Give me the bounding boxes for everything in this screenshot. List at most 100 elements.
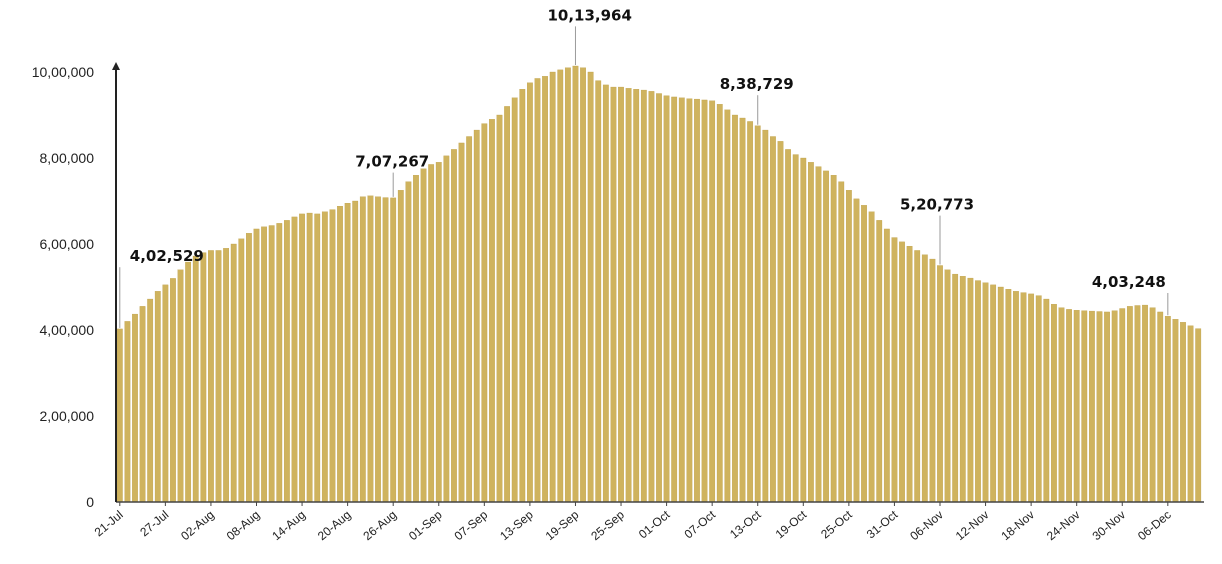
bar-28-Aug: [405, 181, 412, 503]
bar-09-Oct: [724, 109, 731, 503]
bar-undefined: [1187, 325, 1194, 503]
bar-01-Sep: [435, 162, 442, 503]
bar-03-Dec: [1142, 304, 1148, 503]
bar-24-Jul: [139, 306, 146, 503]
bar-18-Nov: [1028, 293, 1035, 503]
bar-13-Aug: [291, 216, 298, 503]
bar-23-Aug: [367, 195, 374, 503]
bar-17-Oct: [785, 149, 791, 503]
bar-04-Oct: [686, 98, 693, 503]
y-axis-arrow-icon: [112, 62, 120, 70]
bar-03-Oct: [678, 97, 685, 503]
bar-06-Dec: [1164, 316, 1171, 503]
bar-13-Oct: [754, 125, 761, 503]
bar-02-Sep: [443, 155, 450, 503]
data-label-06-Nov: 5,20,773: [900, 196, 974, 214]
bar-09-Sep: [496, 114, 503, 503]
bar-28-Jul: [170, 278, 176, 503]
data-labels: 4,02,529 7,07,267 10,13,964 8,38,729 5,20,77…: [130, 6, 1166, 291]
bar-undefined: [1180, 322, 1186, 503]
bar-24-Nov: [1073, 310, 1080, 503]
x-tick-label: 25-Sep: [588, 507, 627, 543]
bar-12-Oct: [747, 121, 754, 503]
bar-21-Aug: [352, 200, 359, 503]
bar-16-Aug: [314, 213, 321, 503]
bar-24-Sep: [610, 86, 617, 503]
bar-18-Oct: [792, 154, 799, 503]
bar-14-Nov: [997, 286, 1004, 503]
bar-30-Jul: [185, 261, 192, 503]
bar-28-Oct: [868, 211, 875, 503]
x-tick-label: 31-Oct: [864, 507, 901, 541]
y-tick-label: 0: [86, 494, 94, 510]
bar-13-Nov: [990, 284, 997, 503]
bar-23-Jul: [132, 313, 138, 503]
bar-10-Nov: [967, 277, 974, 503]
data-label-06-Dec: 4,03,248: [1092, 273, 1166, 291]
bar-31-Oct: [891, 237, 898, 503]
bar-16-Sep: [549, 71, 556, 503]
bar-undefined: [1195, 328, 1202, 503]
bar-23-Nov: [1066, 309, 1072, 503]
bar-26-Sep: [625, 88, 632, 503]
bar-01-Nov: [899, 241, 905, 503]
bar-01-Oct: [663, 95, 670, 503]
bar-06-Nov: [937, 265, 943, 503]
bar-02-Aug: [208, 250, 214, 503]
x-tick-label: 06-Nov: [907, 508, 946, 544]
data-label-13-Oct: 8,38,729: [720, 75, 794, 93]
x-tick-label: 20-Aug: [315, 508, 354, 544]
x-tick-label: 18-Nov: [998, 508, 1037, 544]
bar-06-Oct: [701, 99, 708, 503]
x-tick-label: 27-Jul: [137, 508, 171, 540]
bar-20-Nov: [1043, 298, 1050, 503]
bar-30-Nov: [1119, 308, 1126, 503]
bar-05-Aug: [230, 243, 237, 503]
bar-10-Sep: [504, 106, 511, 503]
bar-22-Aug: [359, 196, 366, 503]
bar-12-Aug: [283, 220, 290, 503]
bar-19-Nov: [1035, 295, 1042, 503]
bar-19-Sep: [572, 65, 579, 503]
bar-16-Nov: [1013, 291, 1019, 503]
bar-31-Aug: [428, 164, 435, 503]
bar-30-Oct: [883, 228, 890, 503]
x-tick-label: 21-Jul: [92, 508, 126, 540]
bar-22-Jul: [124, 321, 131, 503]
bar-28-Sep: [640, 89, 647, 503]
bar-09-Aug: [261, 226, 267, 503]
x-tick-label: 07-Oct: [682, 507, 719, 541]
bar-15-Aug: [306, 212, 313, 503]
bar-22-Nov: [1058, 307, 1065, 503]
bar-17-Sep: [557, 69, 564, 503]
bar-27-Jul: [162, 284, 169, 503]
x-tick-label: 19-Oct: [773, 507, 810, 541]
y-tick-label: 4,00,000: [40, 322, 95, 338]
bar-30-Aug: [420, 168, 427, 503]
bar-29-Nov: [1111, 310, 1118, 503]
data-label-19-Sep: 10,13,964: [547, 6, 631, 24]
bar-08-Oct: [716, 104, 723, 503]
bar-07-Nov: [944, 269, 951, 503]
y-tick-label: 10,00,000: [32, 64, 94, 80]
bar-11-Nov: [975, 280, 981, 503]
bar-22-Oct: [823, 170, 829, 503]
bar-02-Nov: [906, 245, 913, 503]
bar-17-Aug: [321, 211, 328, 503]
x-tick-label: 19-Sep: [543, 507, 582, 543]
bar-25-Aug: [382, 197, 389, 503]
bar-18-Sep: [564, 67, 571, 503]
bar-25-Jul: [147, 298, 154, 503]
bar-22-Sep: [595, 80, 602, 503]
x-tick-label: 14-Aug: [269, 508, 308, 544]
bar-25-Oct: [845, 190, 852, 503]
bar-02-Oct: [671, 96, 678, 503]
bar-16-Oct: [777, 141, 784, 503]
bar-15-Nov: [1005, 288, 1012, 503]
bar-08-Aug: [253, 228, 260, 503]
x-tick-label: 13-Sep: [497, 507, 536, 543]
bar-27-Aug: [397, 190, 404, 503]
x-tick-label: 02-Aug: [178, 508, 217, 544]
annotation-leaders: [119, 26, 1169, 328]
